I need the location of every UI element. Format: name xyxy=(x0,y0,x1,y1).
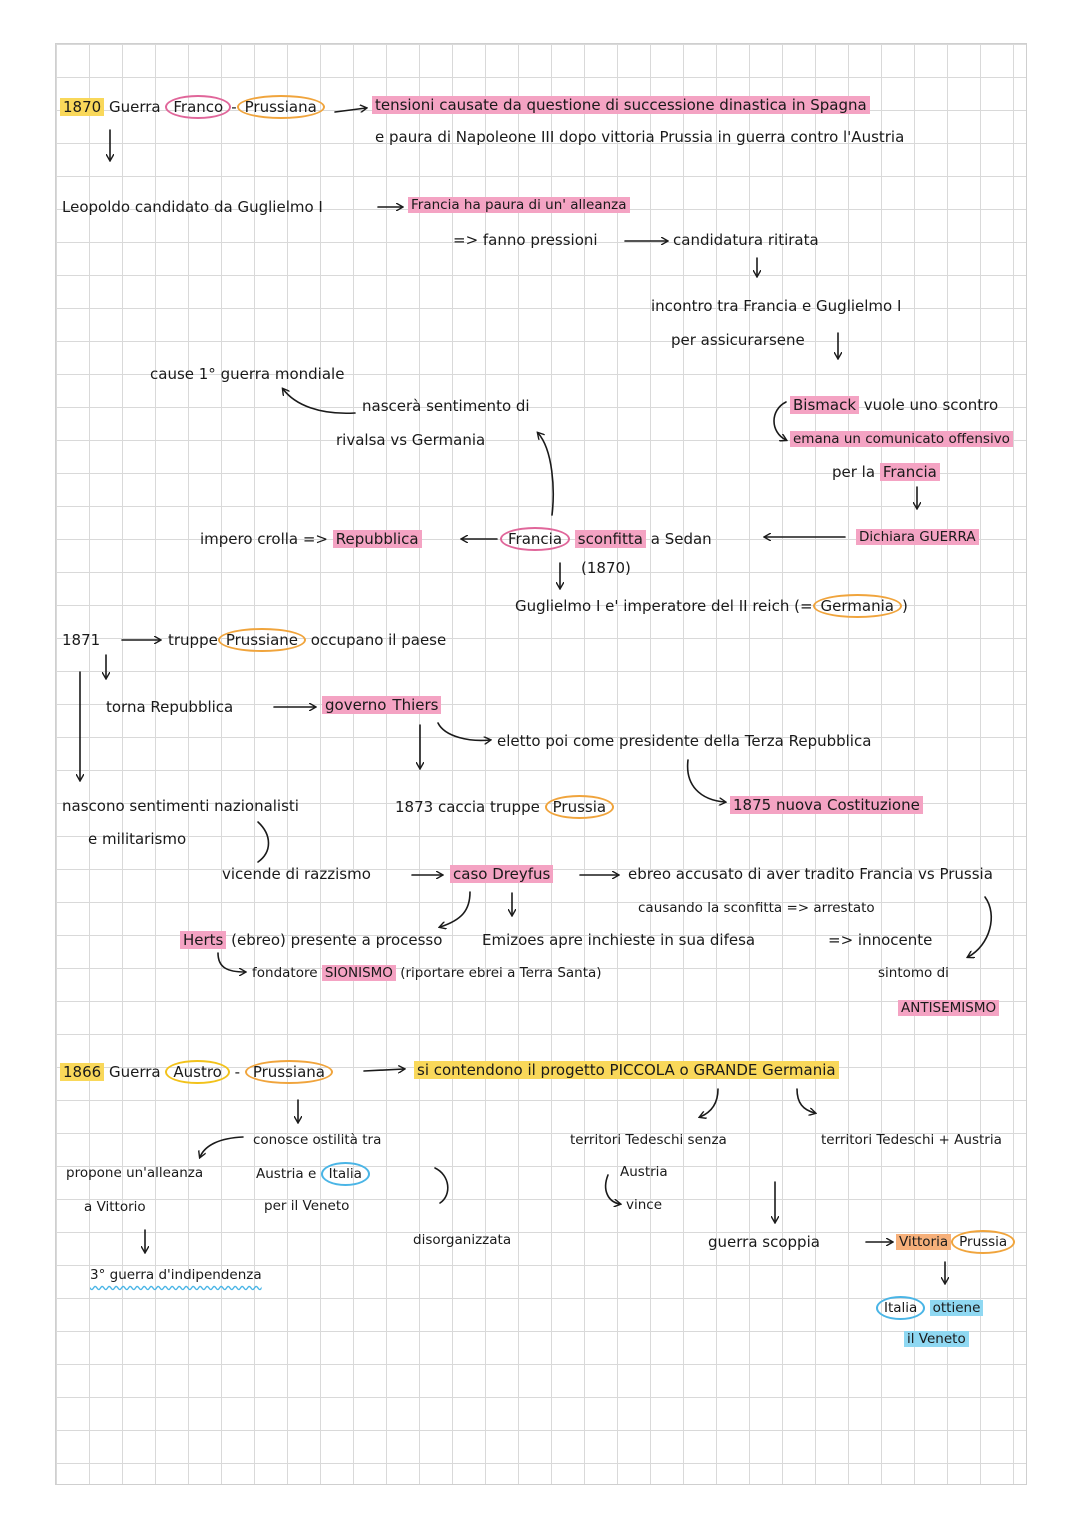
arrow-guerra-tensioni xyxy=(334,108,366,113)
contendono-text: si contendono il progetto PICCOLA o GRAN… xyxy=(414,1060,839,1080)
innocente-text: => innocente xyxy=(828,931,933,949)
caccia-line: 1873 caccia truppe Prussia xyxy=(395,795,615,819)
ebreo-accusato: ebreo accusato di aver tradito Francia v… xyxy=(628,865,993,883)
vittorio-text: a Vittorio xyxy=(84,1199,146,1215)
sconfitta-text: sconfitta xyxy=(574,530,646,548)
fondatore-line: fondatore SIONISMO (riportare ebrei a Te… xyxy=(252,965,602,981)
sintomo-text: sintomo di xyxy=(878,965,949,981)
francia-circled: Francia xyxy=(500,527,571,551)
indipendenza-text: 3° guerra d'indipendenza xyxy=(90,1267,262,1283)
leopoldo-text: Leopoldo candidato da Guglielmo I xyxy=(62,198,323,216)
arrow-nascera-cause xyxy=(283,389,356,415)
a-sedan: a Sedan xyxy=(650,530,712,548)
arrow-thiers-eletto xyxy=(437,722,490,740)
nascera-text: nascerà sentimento di xyxy=(362,397,530,415)
francia-sconfitta-line: Francia sconfitta a Sedan xyxy=(500,527,712,551)
ritirata-text: candidatura ritirata xyxy=(673,231,819,249)
grid-paper-sheet xyxy=(55,43,1027,1485)
arrow-eletto-costituzione xyxy=(686,759,725,802)
il-veneto-text: il Veneto xyxy=(904,1329,969,1349)
caso-dreyfus: caso Dreyfus xyxy=(450,864,554,884)
line-1870-title: 1870 Guerra Franco - Prussiana xyxy=(60,95,325,119)
bismack-line: Bismack vuole uno scontro xyxy=(790,395,998,415)
austria-italia-line: Austria e Italia xyxy=(256,1162,370,1186)
costituzione-text: 1875 nuova Costituzione xyxy=(730,795,923,815)
prussia-1866-circled: Prussia xyxy=(951,1230,1016,1254)
arrow-herts-fondatore xyxy=(217,952,245,972)
arrow-conosce-propone xyxy=(200,1136,244,1157)
territori-piu-text: territori Tedeschi + Austria xyxy=(821,1132,1002,1148)
incontro-text: incontro tra Francia e Guglielmo I xyxy=(651,297,902,315)
arrow-progetto-territori-piu xyxy=(796,1088,815,1113)
pressioni-text: => fanno pressioni xyxy=(453,231,598,249)
italia-2-circled: Italia xyxy=(876,1296,926,1320)
dash: - xyxy=(231,98,237,116)
sionismo-text: SIONISMO xyxy=(321,965,396,981)
arrow-arrestato-sintomo xyxy=(968,896,993,957)
antisemismo-text: ANTISEMISMO xyxy=(898,998,1000,1018)
austro-circled: Austro xyxy=(165,1060,230,1084)
disorganizzata-text: disorganizzata xyxy=(413,1232,512,1248)
brace-militarismo xyxy=(257,821,270,863)
guglielmo-imperatore-line: Guglielmo I e' imperatore del II reich (… xyxy=(515,594,908,618)
anno-1870-paren: (1870) xyxy=(581,559,631,577)
truppe-line: truppe Prussiane occupano il paese xyxy=(168,628,446,652)
herts-name: Herts xyxy=(180,931,227,949)
bismack-name: Bismack xyxy=(790,396,860,414)
nascono-text: nascono sentimenti nazionalisti xyxy=(62,797,299,815)
vittoria-prussia-line: Vittoria Prussia xyxy=(896,1230,1016,1254)
governo-thiers: governo Thiers xyxy=(322,695,442,715)
thiers-name: Thiers xyxy=(389,696,442,714)
per-la-francia: per la Francia xyxy=(832,462,940,482)
brace-italia xyxy=(434,1167,449,1204)
year-1866: 1866 xyxy=(60,1063,105,1081)
arrow-austria-vince xyxy=(604,1174,620,1204)
rivalsa-text: rivalsa vs Germania xyxy=(336,431,486,449)
assicurarsene-text: per assicurarsene xyxy=(671,331,805,349)
vicende-text: vicende di razzismo xyxy=(222,865,371,883)
emizoes-text: Emizoes apre inchieste in sua difesa xyxy=(482,931,756,949)
francia-paura-text: Francia ha paura di un' alleanza xyxy=(408,195,630,215)
germania-circled: Germania xyxy=(812,594,902,618)
cause-text: cause 1° guerra mondiale xyxy=(150,365,345,383)
arrow-bismack-bracket xyxy=(773,401,786,440)
year-1871: 1871 xyxy=(62,631,101,649)
eletto-text: eletto poi come presidente della Terza R… xyxy=(497,732,872,750)
tensioni-text: tensioni causate da questione di success… xyxy=(372,95,870,115)
arrow-guerra1866-contendono xyxy=(363,1069,404,1071)
propone-text: propone un'alleanza xyxy=(66,1165,204,1181)
prussiana-1866-circled: Prussiana xyxy=(244,1060,333,1084)
arrow-francia-rivalsa xyxy=(538,433,554,516)
year-1870: 1870 xyxy=(60,98,105,116)
italia-circled: Italia xyxy=(320,1162,370,1186)
conosce-text: conosce ostilità tra xyxy=(253,1132,382,1148)
arrow-progetto-territori-senza xyxy=(700,1088,719,1117)
impero-line: impero crolla => Repubblica xyxy=(200,529,422,549)
dichiara-guerra: Dichiara GUERRA xyxy=(856,527,979,547)
vince-text: vince xyxy=(626,1197,663,1213)
repubblica-text: Repubblica xyxy=(332,530,422,548)
torna-repubblica: torna Repubblica xyxy=(106,698,234,716)
scontro-text: vuole uno scontro xyxy=(863,396,999,414)
line-1866-title: 1866 Guerra Austro - Prussiana xyxy=(60,1060,333,1084)
franco-circled: Franco xyxy=(165,95,232,119)
prussiane-circled: Prussiane xyxy=(217,628,307,652)
emana-text: emana un comunicato offensivo xyxy=(790,429,1013,449)
austria-text: Austria xyxy=(620,1164,668,1180)
militarismo-text: e militarismo xyxy=(88,830,187,848)
territori-senza-text: territori Tedeschi senza xyxy=(570,1132,727,1148)
veneto-text: per il Veneto xyxy=(264,1198,350,1214)
ottiene-text: ottiene xyxy=(929,1300,984,1316)
guerra-label: Guerra xyxy=(108,98,161,116)
vittoria-text: Vittoria xyxy=(896,1234,952,1250)
prussiana-circled: Prussiana xyxy=(236,95,325,119)
paura-text: e paura di Napoleone III dopo vittoria P… xyxy=(375,128,905,146)
guerra-scoppia-text: guerra scoppia xyxy=(708,1233,820,1251)
causando-text: causando la sconfitta => arrestato xyxy=(638,900,875,916)
herts-line: Herts (ebreo) presente a processo xyxy=(180,930,442,950)
arrow-caso-herts xyxy=(440,891,471,927)
prussia-circled: Prussia xyxy=(544,795,615,819)
italia-ottiene-line: Italia ottiene xyxy=(876,1296,984,1320)
